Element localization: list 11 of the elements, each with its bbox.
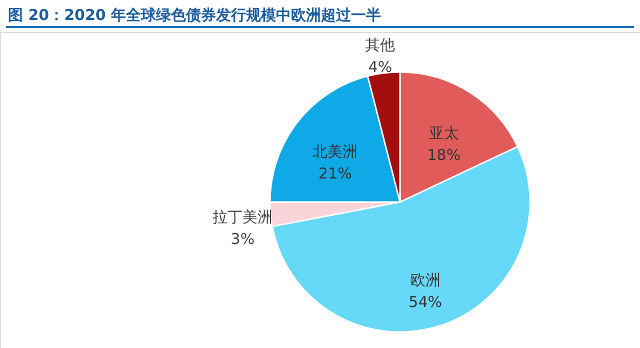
data-label: 4%	[368, 58, 392, 76]
slice-label: 拉丁美洲	[212, 208, 273, 226]
chart-title: 图 20：2020 年全球绿色债券发行规模中欧洲超过一半	[8, 6, 382, 24]
data-label: 18%	[427, 146, 461, 164]
data-label: 3%	[230, 230, 255, 248]
data-label: 21%	[318, 164, 352, 183]
slice-label: 亚太	[428, 124, 459, 142]
data-label: 54%	[408, 292, 442, 311]
slice-label: 北美洲	[312, 142, 358, 161]
slice-label: 其他	[365, 36, 396, 54]
slice-label: 欧洲	[410, 270, 440, 289]
